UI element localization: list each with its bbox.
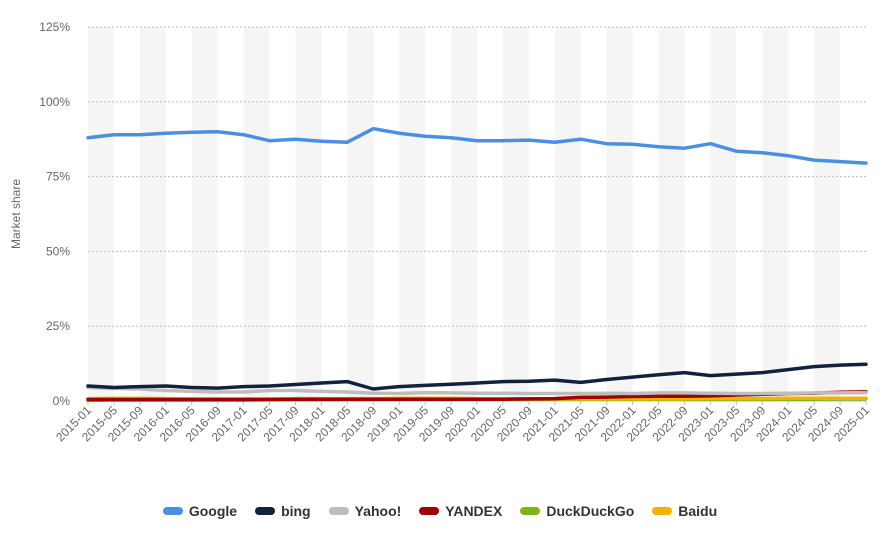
y-tick-label: 75% — [46, 170, 70, 184]
plot-band — [88, 27, 114, 401]
series-line-bing — [86, 362, 868, 391]
legend-swatch — [328, 507, 349, 515]
y-tick-label: 100% — [39, 95, 70, 109]
plot-band — [191, 27, 218, 401]
series-lines — [86, 126, 868, 403]
plot-band — [554, 27, 581, 401]
y-tick-label: 125% — [39, 20, 70, 34]
legend: Google bing Yahoo! YANDEX DuckDuckGo Baidu — [0, 503, 880, 519]
y-tick-label: 25% — [46, 319, 70, 333]
legend-label: DuckDuckGo — [546, 503, 635, 519]
legend-label: Google — [188, 503, 238, 519]
series-line-google — [86, 126, 868, 165]
y-axis-label: Market share — [9, 179, 23, 249]
plot-band — [762, 27, 789, 401]
legend-swatch — [419, 507, 440, 515]
plot-band — [399, 27, 426, 401]
legend-swatch — [520, 507, 541, 515]
y-tick-label: 0% — [53, 394, 71, 408]
legend-label: bing — [281, 503, 311, 519]
y-axis: 0% 25% 50% 75% 100% 125% — [39, 20, 70, 408]
legend-label: Baidu — [678, 503, 718, 519]
legend-item-yahoo-[interactable]: Yahoo! — [328, 503, 402, 519]
plot-band — [451, 27, 477, 401]
plot-band — [295, 27, 322, 401]
plot-bands — [88, 27, 841, 401]
plot-band — [606, 27, 633, 401]
legend-item-baidu[interactable]: Baidu — [652, 503, 717, 519]
legend-item-duckduckgo[interactable]: DuckDuckGo — [520, 503, 634, 519]
plot-band — [139, 27, 166, 401]
plot-band — [814, 27, 841, 401]
y-tick-label: 50% — [46, 244, 70, 258]
plot-band — [710, 27, 737, 401]
x-axis: 2015-012015-052015-092016-012016-052016-… — [53, 401, 872, 444]
legend-item-yandex[interactable]: YANDEX — [419, 503, 502, 519]
series-line-yahoo- — [86, 385, 868, 396]
legend-item-google[interactable]: Google — [162, 503, 238, 519]
plot-band — [658, 27, 685, 401]
legend-swatch — [255, 507, 276, 515]
plot-band — [347, 27, 374, 401]
legend-swatch — [652, 507, 673, 515]
plot-band — [502, 27, 529, 401]
legend-label: Yahoo! — [354, 503, 402, 519]
legend-swatch — [162, 507, 183, 515]
plot-band — [243, 27, 270, 401]
legend-item-bing[interactable]: bing — [255, 503, 311, 519]
legend-label: YANDEX — [445, 503, 503, 519]
